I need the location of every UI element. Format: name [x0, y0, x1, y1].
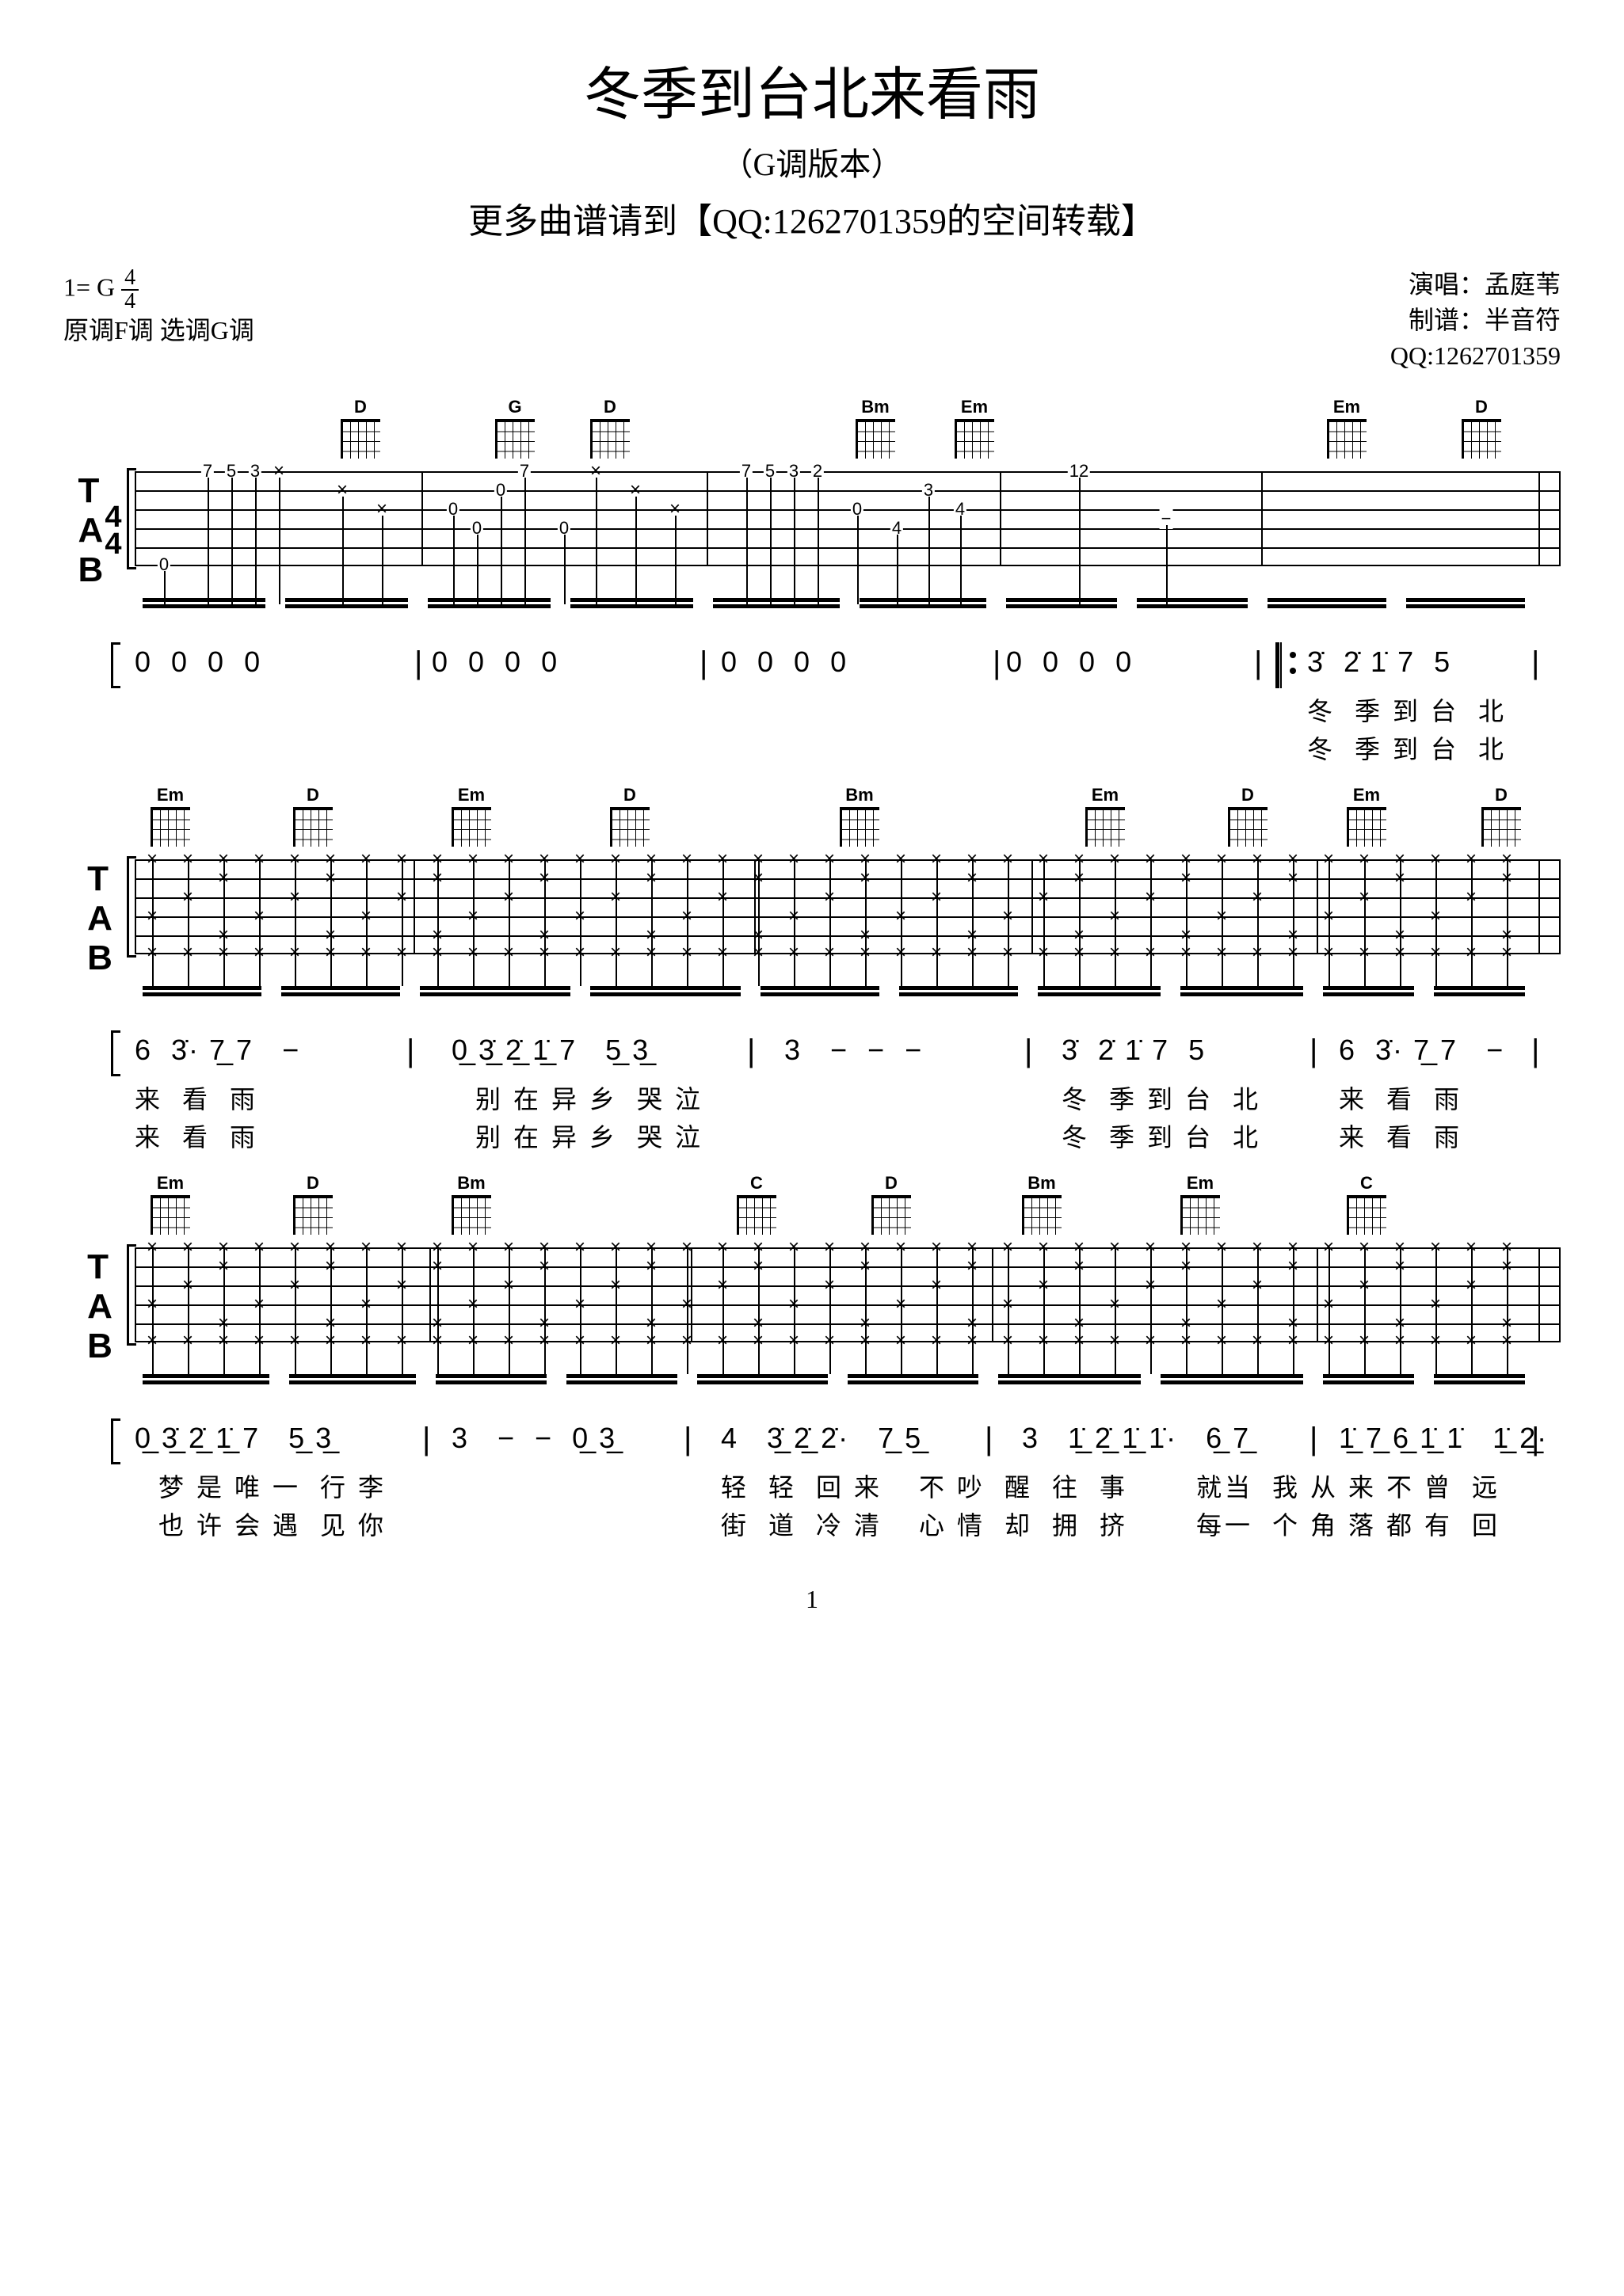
lyrics-row-2: 冬 季 到 台 北	[135, 729, 1561, 761]
page-number: 1	[63, 1585, 1561, 1614]
jianpu-segment: 3 − − 0̲ 3̲	[452, 1422, 616, 1455]
lyric-segment: 别 在 异 乡 哭 泣	[475, 1118, 703, 1154]
lyric-segment: 来 看 雨	[1339, 1118, 1462, 1154]
lyric-segment: 别 在 异 乡 哭 泣	[475, 1079, 703, 1116]
tab-label: TAB 44	[63, 471, 135, 590]
credit-singer: 演唱：孟庭苇	[1390, 267, 1561, 303]
lyric-segment: 冬 季 到 台 北	[1307, 691, 1507, 728]
lyric-segment: 每一 个 角 落 都 有 回	[1196, 1506, 1500, 1542]
jianpu-row: 0 0 0 0 0 0 0 0 0 0 0 0 0 0 0 0 3̇ 2̇ 1̇ 7 5…	[135, 645, 1561, 685]
lyrics-row-2: 也 许 会 遇 见 你街 道 冷 清心 情 却 拥 挤每一 个 角 落 都 有 …	[135, 1506, 1561, 1537]
tab-label: TAB	[63, 1247, 135, 1366]
jianpu-segment: 0̲ 3̲̇ 2̲̇ 1̲̇ 7 5̲ 3̲	[452, 1034, 650, 1067]
lyrics-row-1: 冬 季 到 台 北	[135, 691, 1561, 723]
system-1: D G D Bm Em Em D TAB 44 0753×××00070×××7…	[63, 397, 1561, 761]
jianpu-segment: 0 0 0 0	[432, 645, 558, 679]
tab-staff: ××××××××××××××××××××××××××××××××××××××××…	[135, 1247, 1561, 1342]
key-signature: 1= G 44	[63, 267, 254, 313]
credit-arranger: 制谱：半音符	[1390, 303, 1561, 338]
lyric-segment: 梦 是 唯 一 行 李	[158, 1468, 387, 1504]
jianpu-segment: 0 0 0 0	[135, 645, 261, 679]
jianpu-segment: 0̲ 3̲̇ 2̲̇ 1̲̇ 7 5̲ 3̲	[135, 1422, 333, 1455]
tab-staff: ××××××××××××××××××××××××××××××××××××××××…	[135, 859, 1561, 954]
credit-qq: QQ:1262701359	[1390, 338, 1561, 374]
lyrics-row-1: 梦 是 唯 一 行 李轻 轻 回 来不 吵 醒 往 事就当 我 从 来 不 曾 …	[135, 1468, 1561, 1499]
jianpu-segment: 0 0 0 0	[1006, 645, 1133, 679]
tab-label: TAB	[63, 859, 135, 978]
tab-staff: 0753×××00070×××7532043412−	[135, 471, 1561, 566]
song-source: 更多曲谱请到【QQ:1262701359的空间转载】	[63, 192, 1561, 243]
lyric-segment: 冬 季 到 台 北	[1062, 1118, 1261, 1154]
chord-diagram: Em	[955, 397, 994, 471]
lyric-segment: 心 情 却 拥 挤	[919, 1506, 1128, 1542]
lyrics-row-2: 来 看 雨别 在 异 乡 哭 泣冬 季 到 台 北来 看 雨	[135, 1118, 1561, 1149]
lyric-segment: 不 吵 醒 往 事	[919, 1468, 1128, 1504]
chord-diagram: D	[341, 397, 380, 471]
lyric-segment: 冬 季 到 台 北	[1307, 729, 1507, 766]
song-title: 冬季到台北来看雨	[63, 48, 1561, 131]
jianpu-segment: 6 3̇· 7̲ 7 −	[135, 1034, 300, 1067]
chord-diagram: Bm	[856, 397, 895, 471]
jianpu-segment: 6 3̇· 7̲ 7 −	[1339, 1034, 1504, 1067]
jianpu-segment: 0 0 0 0	[721, 645, 848, 679]
lyrics-row-1: 来 看 雨别 在 异 乡 哭 泣冬 季 到 台 北来 看 雨	[135, 1079, 1561, 1111]
system-2: Em D Em D Bm Em D Em D TAB ×××××××××××××…	[63, 785, 1561, 1149]
lyric-segment: 来 看 雨	[135, 1079, 258, 1116]
chord-diagram: D	[1462, 397, 1501, 471]
lyric-segment: 轻 轻 回 来	[721, 1468, 883, 1504]
key-note: 原调F调 选调G调	[63, 313, 254, 348]
lyric-segment: 来 看 雨	[135, 1118, 258, 1154]
jianpu-segment: 3 − − −	[784, 1034, 923, 1067]
song-subtitle: （G调版本）	[63, 139, 1561, 185]
jianpu-segment: 1̲̇ 7̲ 6̲ 1̲̇ 1̇ 1̲̇ 2̲̇·	[1339, 1422, 1548, 1455]
lyric-segment: 就当 我 从 来 不 曾 远	[1196, 1468, 1500, 1504]
lyric-segment: 也 许 会 遇 见 你	[158, 1506, 387, 1542]
jianpu-row: 0̲ 3̲̇ 2̲̇ 1̲̇ 7 5̲ 3̲ 3 − − 0̲ 3̲ 4 3̲̇ 2…	[135, 1422, 1561, 1461]
lyric-segment: 街 道 冷 清	[721, 1506, 883, 1542]
jianpu-row: 6 3̇· 7̲ 7 − 0̲ 3̲̇ 2̲̇ 1̲̇ 7 5̲ 3̲ 3 − − …	[135, 1034, 1561, 1073]
jianpu-segment: 3 1̲̇ 2̲̇ 1̲̇ 1̇· 6̲ 7̲	[1022, 1422, 1250, 1455]
jianpu-segment: 3̇ 2̇ 1̇ 7 5	[1307, 645, 1451, 679]
lyric-segment: 冬 季 到 台 北	[1062, 1079, 1261, 1116]
chord-diagram: Em	[1327, 397, 1367, 471]
system-3: Em D Bm C D Bm Em C TAB ××××××××××××××××…	[63, 1173, 1561, 1537]
lyric-segment: 来 看 雨	[1339, 1079, 1462, 1116]
chord-diagram: G	[495, 397, 535, 471]
jianpu-segment: 4 3̲̇ 2̲̇ 2̇· 7̲ 5̲	[721, 1422, 922, 1455]
jianpu-segment: 3̇ 2̇ 1̇ 7 5	[1062, 1034, 1206, 1067]
